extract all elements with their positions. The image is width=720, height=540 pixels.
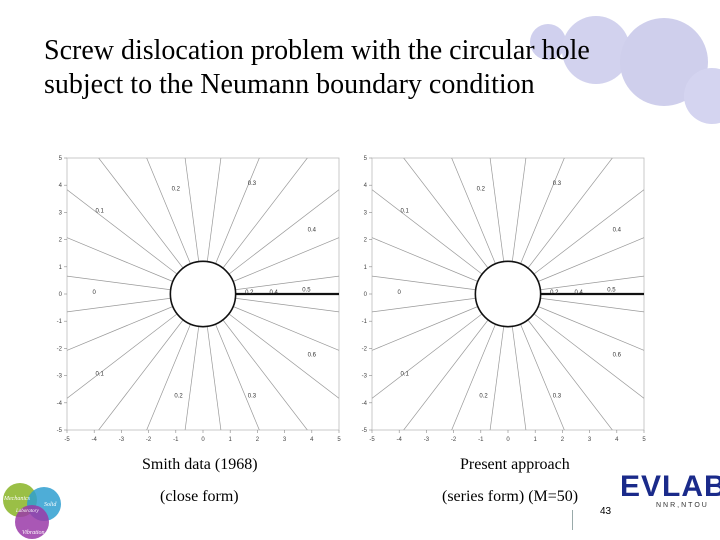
title-line-2: subject to the Neumann boundary conditio… xyxy=(44,68,664,102)
contour-label: 0.3 xyxy=(553,181,562,187)
contour-label: 0.4 xyxy=(613,227,622,233)
contour-label: 0.2 xyxy=(174,393,183,399)
x-tick-label: 5 xyxy=(337,437,341,443)
x-tick-label: 0 xyxy=(201,437,205,443)
contour-label: 0.2 xyxy=(479,393,488,399)
y-tick-label: 5 xyxy=(364,156,368,162)
caption-series-form: (series form) (M=50) xyxy=(442,488,578,506)
lab-logo-right: EVLAB NNR,NTOU xyxy=(620,470,720,518)
contour-label: 0.2 xyxy=(245,290,254,296)
contour-label: 0.4 xyxy=(270,290,279,296)
y-tick-label: -1 xyxy=(362,319,368,325)
x-tick-label: -3 xyxy=(424,437,430,443)
contour-label: 0.5 xyxy=(607,287,616,293)
page-number: 43 xyxy=(600,506,611,517)
x-tick-label: -3 xyxy=(119,437,125,443)
caption-present: Present approach xyxy=(460,456,570,474)
contour-label: 0.5 xyxy=(302,287,311,293)
x-tick-label: -1 xyxy=(478,437,484,443)
plot-present: -5 -4 -3 -2 -1 0 1 2 3 4 5 -5 -4 -3 -2 -1 0 1 2 3 4 5 0.1 0.2 0.… xyxy=(360,150,650,445)
title-line-1: Screw dislocation problem with the circu… xyxy=(44,34,664,68)
contour-label: 0.4 xyxy=(575,290,584,296)
contour-plot-present: -5 -4 -3 -2 -1 0 1 2 3 4 5 -5 -4 -3 -2 -1 0 1 2 3 4 5 0.1 0.2 0.… xyxy=(360,150,650,445)
x-tick-label: -1 xyxy=(173,437,179,443)
x-tick-label: 2 xyxy=(256,437,260,443)
logo-right-text: EVLAB xyxy=(620,470,720,504)
contour-label: 0.3 xyxy=(553,393,562,399)
y-tick-label: -1 xyxy=(57,319,63,325)
contour-label: 0.1 xyxy=(95,372,104,378)
contour-label: 0.2 xyxy=(477,187,486,193)
y-tick-label: 3 xyxy=(59,210,63,216)
y-tick-label: -2 xyxy=(57,346,63,352)
contour-label: 0.3 xyxy=(248,181,257,187)
contour-label: 0.4 xyxy=(308,227,317,233)
slide-title: Screw dislocation problem with the circu… xyxy=(44,34,664,102)
y-tick-label: 1 xyxy=(59,265,63,271)
logo-word-solid: Solid xyxy=(44,502,57,508)
x-tick-label: 4 xyxy=(615,437,619,443)
y-tick-label: 5 xyxy=(59,156,63,162)
y-tick-label: -2 xyxy=(362,346,368,352)
y-tick-label: 0 xyxy=(364,292,368,298)
contour-label: 0.6 xyxy=(308,353,317,359)
y-tick-label: -3 xyxy=(362,374,368,380)
x-tick-label: 3 xyxy=(588,437,592,443)
y-tick-label: -4 xyxy=(57,401,63,407)
contour-label: 0.1 xyxy=(400,208,409,214)
x-tick-label: 1 xyxy=(229,437,233,443)
contour-label: 0.1 xyxy=(95,208,104,214)
logo-right-sub: NNR,NTOU xyxy=(656,502,709,509)
x-tick-label: -2 xyxy=(146,437,152,443)
contour-plot-smith: -5 -4 -3 -2 -1 0 1 2 3 4 5 -5 -4 -3 -2 -1 0 1 2 3 4 5 0.1 0.2 0.… xyxy=(55,150,345,445)
x-tick-label: 0 xyxy=(506,437,510,443)
caption-smith: Smith data (1968) xyxy=(142,456,258,474)
logo-word-vibration: Vibration xyxy=(22,530,45,536)
x-tick-label: 3 xyxy=(283,437,287,443)
logo-word-laboratory: Laboratory xyxy=(15,509,40,514)
x-tick-label: -2 xyxy=(451,437,457,443)
y-tick-label: 2 xyxy=(59,238,63,244)
y-tick-label: 0 xyxy=(59,292,63,298)
plot-smith: -5 -4 -3 -2 -1 0 1 2 3 4 5 -5 -4 -3 -2 -1 0 1 2 3 4 5 0.1 0.2 0.… xyxy=(55,150,345,445)
y-tick-label: 4 xyxy=(364,183,368,189)
y-tick-label: 1 xyxy=(364,265,368,271)
y-tick-label: 2 xyxy=(364,238,368,244)
contour-label: 0.1 xyxy=(400,372,409,378)
caption-close-form: (close form) xyxy=(160,488,239,506)
contour-label: 0.2 xyxy=(550,290,559,296)
lab-logo-left: Mechanics Solid Laboratory Vibration xyxy=(0,482,66,540)
hole-boundary xyxy=(170,261,235,326)
x-tick-label: 2 xyxy=(561,437,565,443)
y-tick-label: -3 xyxy=(57,374,63,380)
y-tick-label: -5 xyxy=(57,428,63,434)
x-tick-label: 4 xyxy=(310,437,314,443)
x-tick-label: 1 xyxy=(534,437,538,443)
y-tick-label: 3 xyxy=(364,210,368,216)
x-tick-label: -4 xyxy=(92,437,98,443)
y-tick-label: 4 xyxy=(59,183,63,189)
y-tick-label: -5 xyxy=(362,428,368,434)
x-tick-label: -5 xyxy=(369,437,375,443)
page-number-bar xyxy=(572,510,573,530)
x-tick-label: -4 xyxy=(397,437,403,443)
contour-label: 0.2 xyxy=(172,187,181,193)
lab-logo-circles: Mechanics Solid Laboratory Vibration xyxy=(0,482,66,540)
contour-label: 0.6 xyxy=(613,353,622,359)
x-tick-label: -5 xyxy=(64,437,70,443)
hole-boundary xyxy=(475,261,540,326)
logo-word-mechanics: Mechanics xyxy=(3,496,31,502)
y-tick-label: -4 xyxy=(362,401,368,407)
contour-label: 0.3 xyxy=(248,393,257,399)
x-tick-label: 5 xyxy=(642,437,646,443)
